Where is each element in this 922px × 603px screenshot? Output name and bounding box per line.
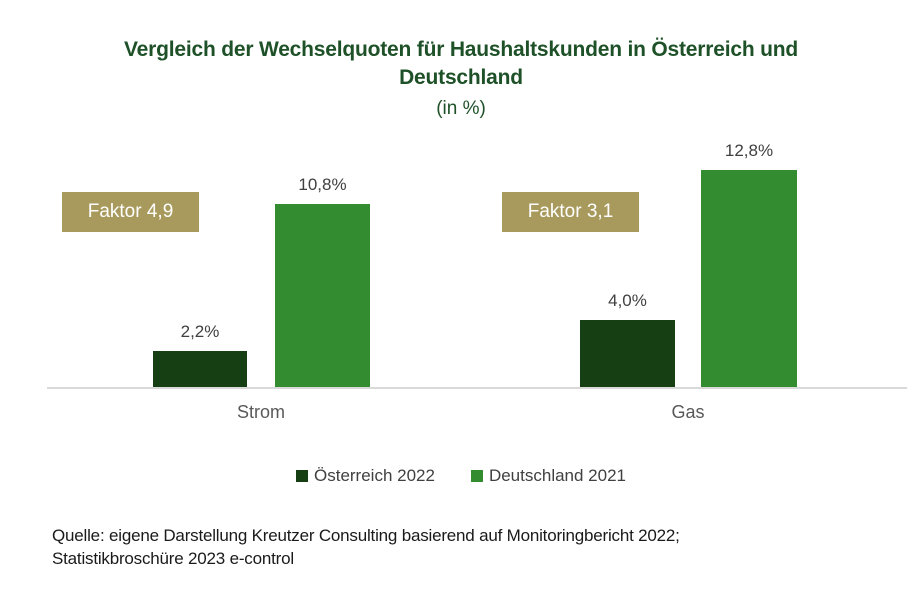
annotation-faktor-strom: Faktor 4,9: [62, 192, 199, 232]
chart-subtitle: (in %): [436, 98, 486, 119]
chart-title: Vergleich der Wechselquoten für Haushalt…: [20, 36, 902, 92]
value-label-deutschland-strom: 10,8%: [298, 175, 347, 194]
value-label-deutschland-gas: 12,8%: [724, 141, 774, 160]
source-line1: Quelle: eigene Darstellung Kreutzer Cons…: [52, 526, 680, 545]
chart-title-line1: Vergleich der Wechselquoten für Haushalt…: [124, 38, 798, 61]
value-label-oesterreich-gas: 4,0%: [608, 291, 647, 310]
source-note: Quelle: eigene Darstellung Kreutzer Cons…: [52, 524, 680, 570]
annotation-faktor-gas: Faktor 3,1: [502, 192, 639, 232]
source-line2: Statistikbroschüre 2023 e-control: [52, 549, 294, 568]
legend-label-deutschland: Deutschland 2021: [488, 466, 626, 485]
legend: Österreich 2022 Deutschland 2021: [0, 466, 922, 486]
bar-deutschland-strom: [275, 204, 370, 388]
value-label-oesterreich-strom: 2,2%: [180, 322, 220, 341]
category-label-strom: Strom: [236, 402, 285, 422]
legend-item-deutschland: Deutschland 2021: [470, 466, 626, 486]
chart-title-line2: Deutschland: [399, 66, 523, 89]
bar-oesterreich-strom: [153, 351, 247, 388]
x-axis-line: [47, 387, 907, 389]
bar-deutschland-gas: [701, 170, 797, 388]
category-label-gas: Gas: [671, 402, 705, 422]
legend-label-oesterreich: Österreich 2022: [314, 466, 435, 485]
bar-oesterreich-gas: [580, 320, 675, 388]
legend-swatch-deutschland-icon: [470, 470, 483, 482]
legend-item-oesterreich: Österreich 2022: [296, 466, 435, 486]
legend-swatch-oesterreich-icon: [296, 470, 308, 482]
